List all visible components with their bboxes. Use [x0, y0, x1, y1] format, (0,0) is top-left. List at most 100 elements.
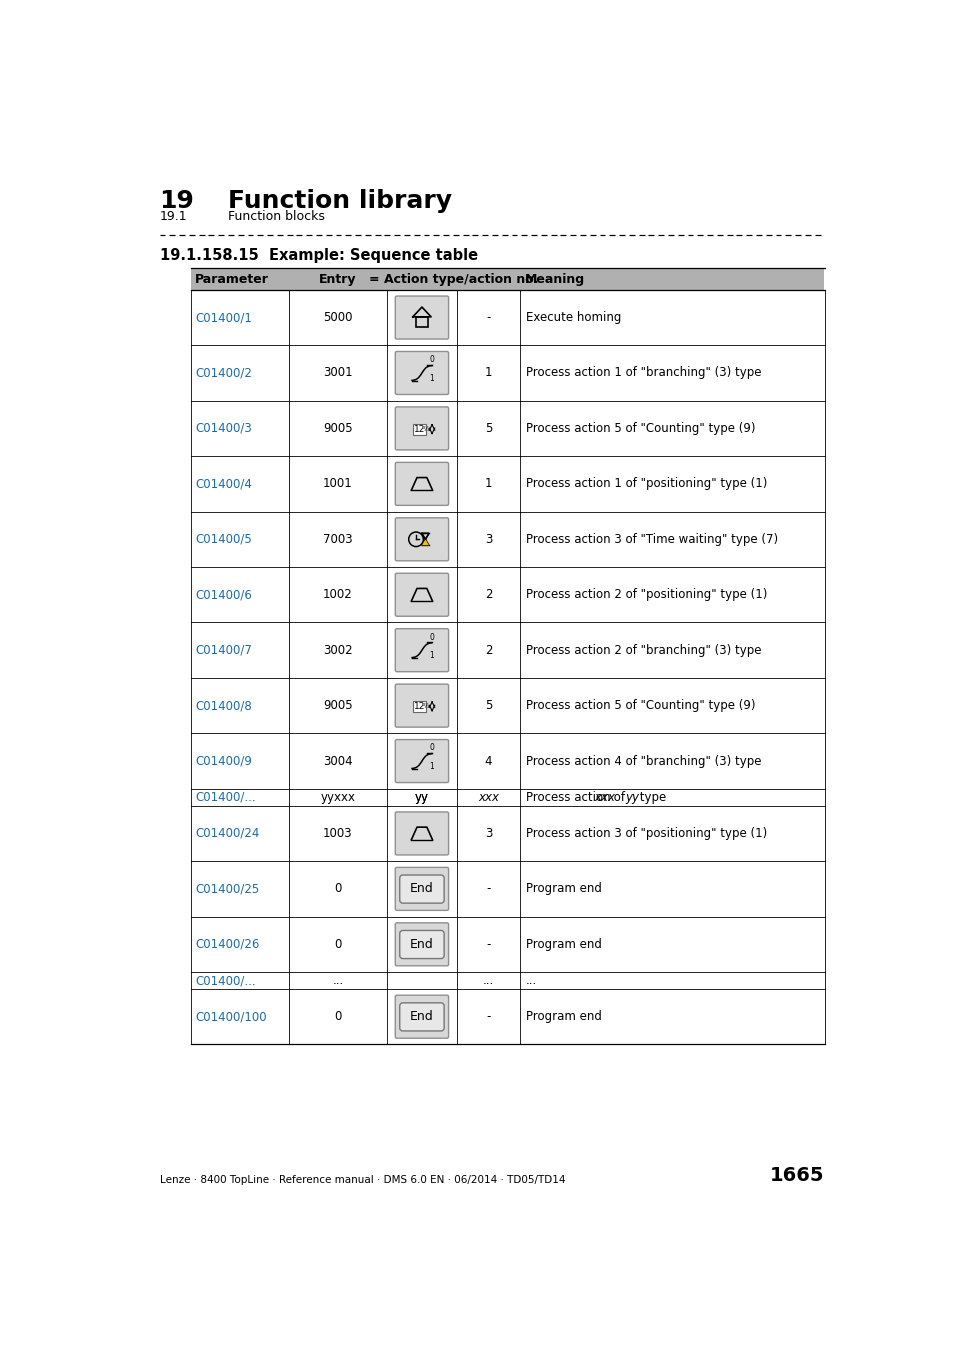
Text: 3: 3 [484, 533, 492, 545]
Text: ...: ... [482, 973, 494, 987]
Text: 0: 0 [429, 633, 435, 641]
Text: 12: 12 [414, 425, 425, 433]
Text: Lenze · 8400 TopLine · Reference manual · DMS 6.0 EN · 06/2014 · TD05/TD14: Lenze · 8400 TopLine · Reference manual … [159, 1174, 564, 1184]
Text: 2: 2 [484, 589, 492, 601]
FancyBboxPatch shape [399, 1003, 444, 1031]
Text: 12: 12 [414, 702, 425, 711]
Text: End: End [410, 883, 434, 895]
Text: yy: yy [415, 791, 429, 803]
Text: End: End [410, 1010, 434, 1023]
Text: Process action 5 of "Counting" type (9): Process action 5 of "Counting" type (9) [525, 699, 755, 711]
Text: C01400/1: C01400/1 [195, 310, 252, 324]
Text: 0: 0 [429, 744, 435, 752]
Text: 5: 5 [484, 699, 492, 711]
FancyBboxPatch shape [395, 462, 448, 505]
Text: 1: 1 [484, 366, 492, 379]
Text: C01400/26: C01400/26 [195, 938, 259, 950]
Text: C01400/...: C01400/... [195, 791, 255, 803]
Text: Function blocks: Function blocks [228, 209, 324, 223]
FancyBboxPatch shape [395, 684, 448, 728]
Text: Process action 2 of "branching" (3) type: Process action 2 of "branching" (3) type [525, 644, 760, 656]
Text: C01400/100: C01400/100 [195, 1010, 267, 1023]
FancyBboxPatch shape [395, 868, 448, 910]
FancyBboxPatch shape [395, 406, 448, 450]
Text: Process action 3 of "positioning" type (1): Process action 3 of "positioning" type (… [525, 828, 766, 840]
Text: 4: 4 [484, 755, 492, 768]
Text: 1002: 1002 [323, 589, 353, 601]
Text: ⅔: ⅔ [422, 703, 429, 709]
Text: 1: 1 [429, 763, 434, 771]
FancyBboxPatch shape [399, 875, 444, 903]
Text: 1665: 1665 [769, 1165, 823, 1184]
Text: 9005: 9005 [323, 423, 353, 435]
FancyBboxPatch shape [399, 930, 444, 958]
Text: Program end: Program end [525, 883, 601, 895]
Text: 3004: 3004 [323, 755, 353, 768]
Text: 3001: 3001 [323, 366, 353, 379]
Text: Process action 5 of "Counting" type (9): Process action 5 of "Counting" type (9) [525, 423, 755, 435]
Text: -: - [486, 883, 490, 895]
Text: Process action: Process action [525, 791, 614, 803]
Text: type: type [635, 791, 665, 803]
Text: yy: yy [624, 791, 639, 803]
Text: 0: 0 [334, 1010, 341, 1023]
Text: C01400/3: C01400/3 [195, 423, 252, 435]
Text: C01400/8: C01400/8 [195, 699, 252, 711]
Text: 7003: 7003 [323, 533, 353, 545]
Text: C01400/...: C01400/... [195, 973, 255, 987]
Text: Entry: Entry [319, 273, 356, 286]
Text: ...: ... [332, 973, 343, 987]
Text: Process action 1 of "branching" (3) type: Process action 1 of "branching" (3) type [525, 366, 760, 379]
Text: 1003: 1003 [323, 828, 353, 840]
Text: 19.1: 19.1 [159, 209, 187, 223]
Text: = Action type/action no.: = Action type/action no. [369, 273, 537, 286]
Text: 3002: 3002 [323, 644, 353, 656]
Text: 1: 1 [429, 651, 434, 660]
Text: 0: 0 [429, 355, 435, 364]
Text: yy: yy [415, 791, 429, 803]
Text: Execute homing: Execute homing [525, 310, 620, 324]
Text: 0: 0 [334, 883, 341, 895]
FancyBboxPatch shape [395, 811, 448, 855]
FancyBboxPatch shape [395, 296, 448, 339]
Text: -: - [486, 938, 490, 950]
Text: Program end: Program end [525, 938, 601, 950]
Text: 1: 1 [484, 478, 492, 490]
Text: Process action 2 of "positioning" type (1): Process action 2 of "positioning" type (… [525, 589, 766, 601]
Bar [191, 269, 823, 290]
Text: 9005: 9005 [323, 699, 353, 711]
Text: End: End [410, 938, 434, 950]
Text: Process action 1 of "positioning" type (1): Process action 1 of "positioning" type (… [525, 478, 766, 490]
Text: -: - [486, 310, 490, 324]
FancyBboxPatch shape [395, 629, 448, 672]
Text: 5: 5 [484, 423, 492, 435]
FancyBboxPatch shape [395, 574, 448, 616]
Text: C01400/5: C01400/5 [195, 533, 252, 545]
FancyBboxPatch shape [395, 351, 448, 394]
FancyBboxPatch shape [395, 923, 448, 965]
Bar [413, 701, 426, 711]
Text: C01400/24: C01400/24 [195, 828, 259, 840]
Text: yyxxx: yyxxx [320, 791, 355, 803]
FancyBboxPatch shape [395, 995, 448, 1038]
Text: 19: 19 [159, 189, 194, 213]
Text: C01400/9: C01400/9 [195, 755, 252, 768]
FancyBboxPatch shape [395, 740, 448, 783]
Text: C01400/4: C01400/4 [195, 478, 252, 490]
Text: ⅔: ⅔ [422, 427, 429, 432]
Text: 1001: 1001 [323, 478, 353, 490]
Text: 2: 2 [484, 644, 492, 656]
Text: Process action 3 of "Time waiting" type (7): Process action 3 of "Time waiting" type … [525, 533, 777, 545]
Text: Function library: Function library [228, 189, 452, 213]
Text: -: - [486, 1010, 490, 1023]
Text: 3: 3 [484, 828, 492, 840]
Bar [416, 316, 428, 327]
FancyBboxPatch shape [395, 518, 448, 560]
Text: 19.1.158.15  Example: Sequence table: 19.1.158.15 Example: Sequence table [159, 248, 477, 263]
Text: xxx: xxx [594, 791, 615, 803]
Text: xxx: xxx [477, 791, 498, 803]
Text: C01400/25: C01400/25 [195, 883, 259, 895]
Text: Meaning: Meaning [524, 273, 584, 286]
Text: ...: ... [525, 973, 537, 987]
Text: 0: 0 [334, 938, 341, 950]
